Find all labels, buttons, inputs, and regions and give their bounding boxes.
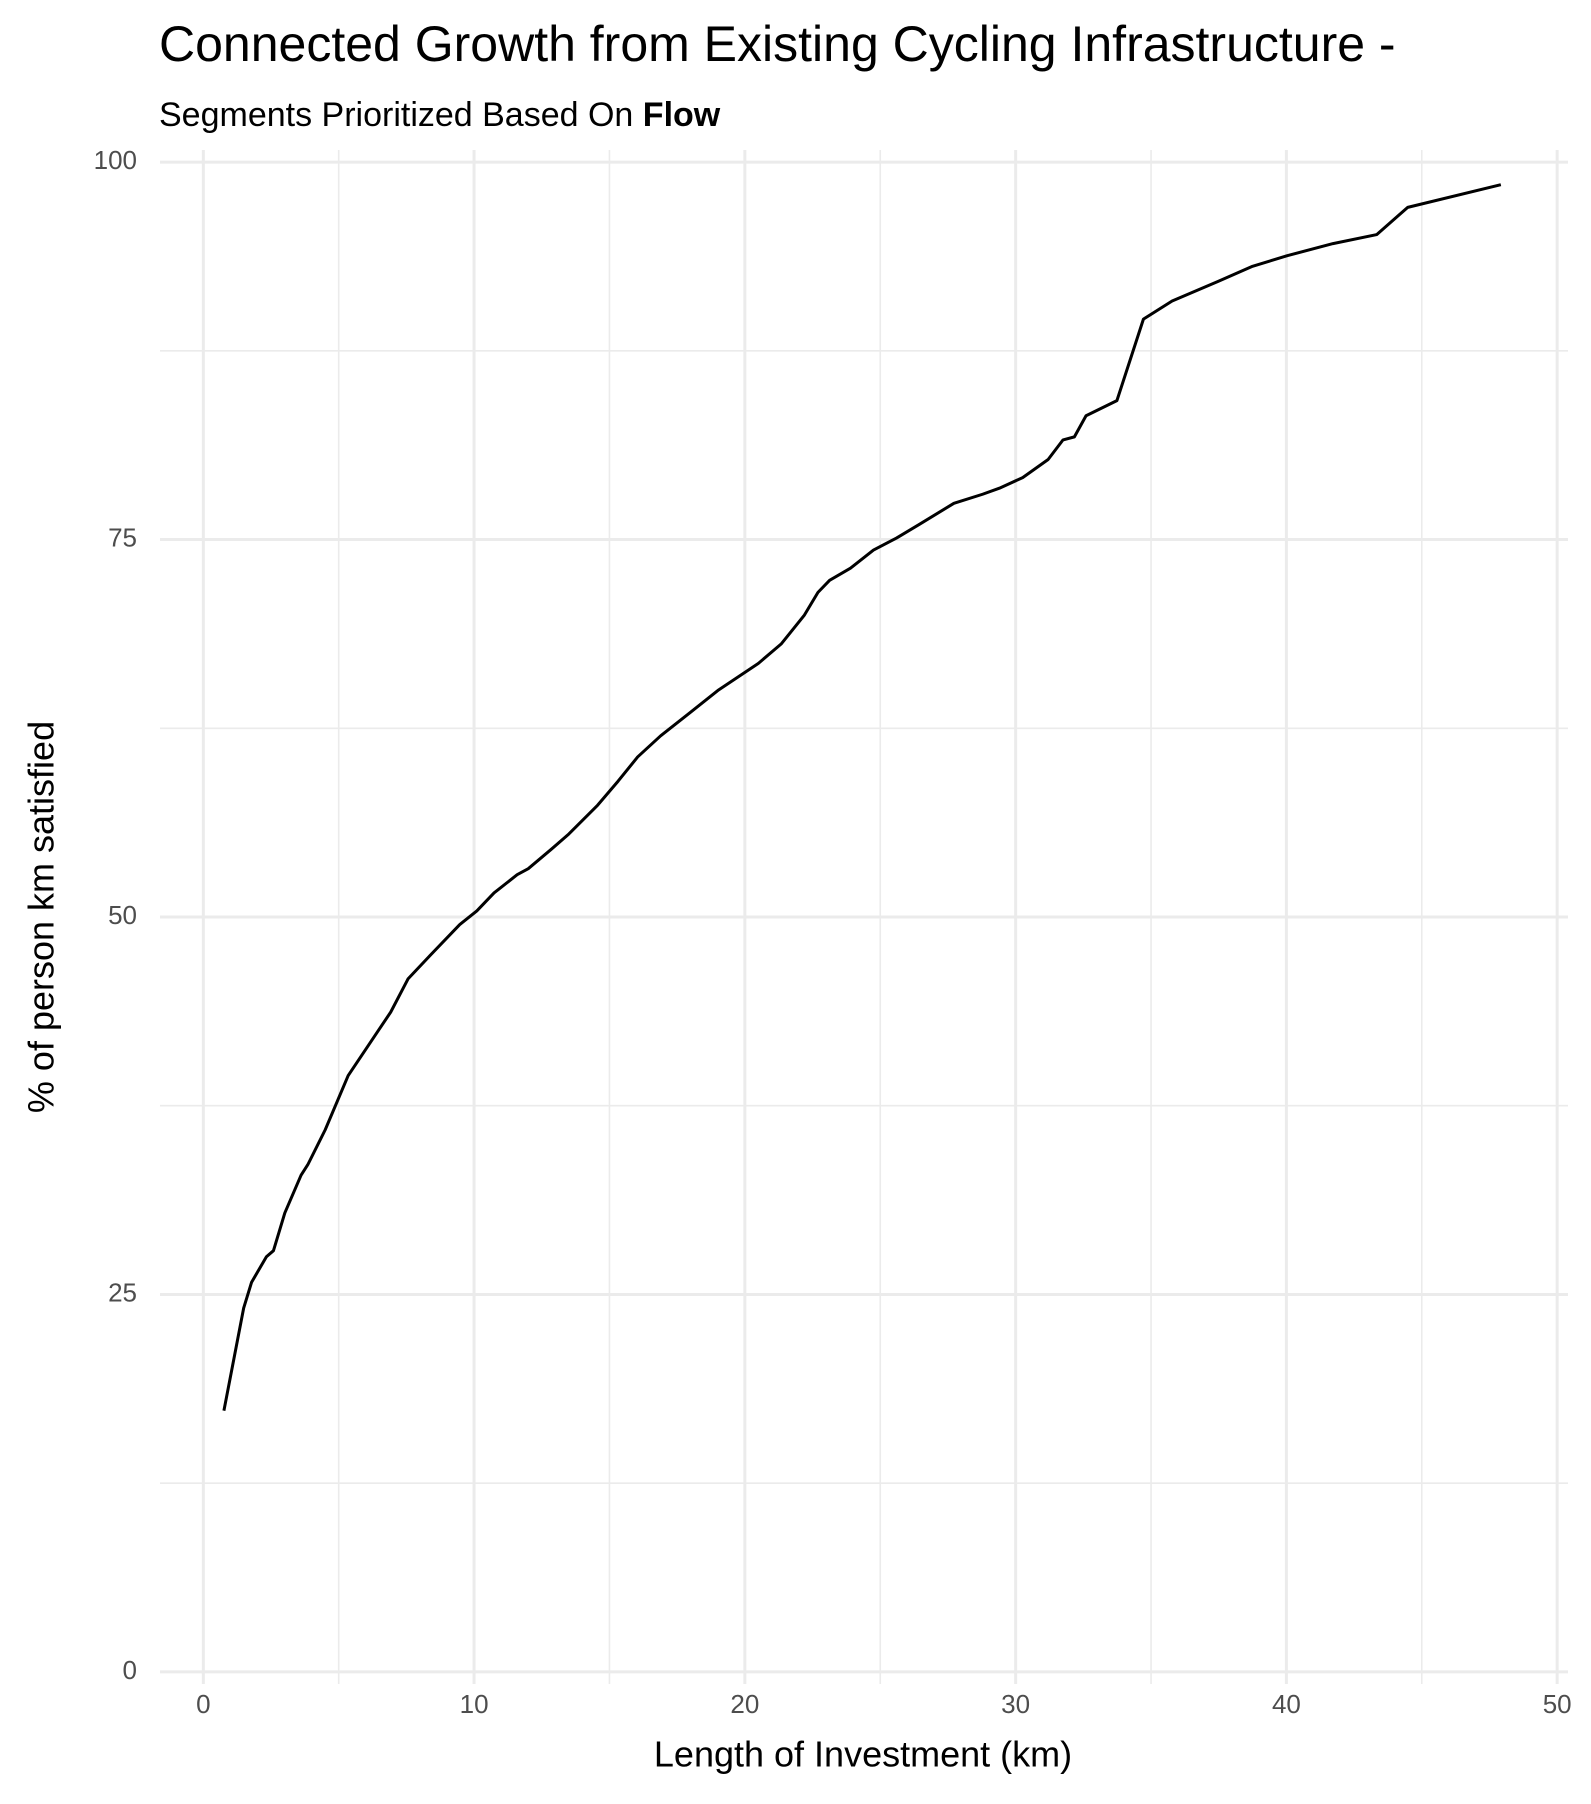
chart-title: Connected Growth from Existing Cycling I… xyxy=(159,16,1396,72)
chart-subtitle: Segments Prioritized Based On Flow xyxy=(159,96,721,134)
y-tick-label: 50 xyxy=(108,900,137,930)
y-tick-label: 75 xyxy=(108,522,137,552)
y-tick-label: 0 xyxy=(123,1655,137,1685)
y-axis-title: % of person km satisfied xyxy=(21,721,62,1113)
x-tick-label: 0 xyxy=(196,1689,210,1719)
x-tick-label: 40 xyxy=(1272,1689,1301,1719)
y-tick-label: 100 xyxy=(94,145,137,175)
x-tick-label: 20 xyxy=(730,1689,759,1719)
x-tick-label: 50 xyxy=(1543,1689,1572,1719)
y-tick-label: 25 xyxy=(108,1277,137,1307)
data-line xyxy=(222,183,1502,1412)
x-axis-title: Length of Investment (km) xyxy=(654,1734,1072,1775)
x-tick-label: 30 xyxy=(1001,1689,1030,1719)
x-tick-label: 10 xyxy=(460,1689,489,1719)
subtitle-text: Segments Prioritized Based On xyxy=(159,96,633,134)
subtitle-emphasis: Flow xyxy=(643,96,721,134)
